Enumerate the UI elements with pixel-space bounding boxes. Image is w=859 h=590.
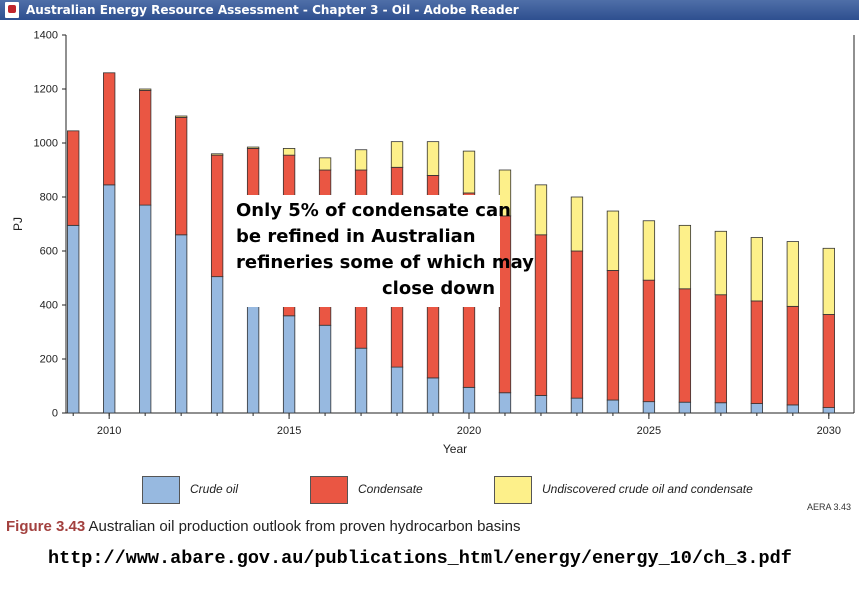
legend-label-crude-oil: Crude oil — [190, 482, 239, 496]
bar-segment-condensate — [174, 116, 188, 236]
bar-segment-crude-oil — [714, 402, 728, 414]
bar-segment-crude-oil — [678, 401, 692, 414]
bar-segment-condensate — [606, 270, 620, 401]
bar-segment-crude-oil — [822, 407, 835, 414]
annotation-line-1: Only 5% of condensate can — [236, 200, 511, 221]
bar-segment-undiscovered — [318, 157, 332, 171]
x-tick-label: 2010 — [97, 425, 121, 437]
bar-segment-crude-oil — [570, 397, 584, 414]
bar-segment-undiscovered — [139, 88, 152, 91]
y-tick-label: 200 — [40, 354, 58, 366]
y-tick-label: 400 — [40, 300, 58, 312]
x-tick-label: 2030 — [817, 425, 841, 437]
bar-segment-condensate — [210, 154, 224, 278]
bar-segment-undiscovered — [210, 153, 224, 156]
bar-segment-undiscovered — [570, 196, 584, 252]
legend-swatch-condensate — [310, 476, 348, 504]
legend-swatch-undiscovered — [494, 476, 532, 504]
bar-segment-undiscovered — [426, 141, 440, 176]
x-axis-title: Year — [443, 442, 467, 456]
bar-segment-undiscovered — [498, 169, 512, 217]
y-tick-label: 1200 — [34, 84, 58, 96]
y-tick-label: 1000 — [34, 138, 58, 150]
bar-segment-undiscovered — [354, 149, 368, 171]
bar-segment-condensate — [139, 89, 152, 206]
bar-segment-condensate — [67, 130, 80, 226]
bar-segment-undiscovered — [462, 150, 476, 194]
x-tick-label: 2020 — [457, 425, 481, 437]
bar-segment-undiscovered — [282, 147, 296, 156]
window-title-bar[interactable]: Australian Energy Resource Assessment - … — [0, 0, 859, 20]
figure-caption: Figure 3.43 Australian oil production ou… — [6, 518, 520, 535]
chart-annotation: Only 5% of condensate can be refined in … — [230, 195, 534, 307]
bar-segment-undiscovered — [606, 210, 620, 271]
bar-segment-undiscovered — [642, 220, 656, 281]
y-tick-label: 600 — [40, 246, 58, 258]
bar-segment-condensate — [714, 294, 728, 404]
bar-segment-undiscovered — [174, 115, 188, 118]
x-tick-label: 2015 — [277, 425, 301, 437]
bar-segment-crude-oil — [318, 324, 332, 414]
bar-segment-undiscovered — [678, 224, 692, 290]
figure-number: Figure 3.43 — [6, 518, 86, 535]
bar-segment-condensate — [498, 215, 512, 394]
bar-segment-undiscovered — [786, 241, 799, 307]
y-tick-label: 800 — [40, 192, 58, 204]
bar-segment-crude-oil — [103, 184, 116, 414]
bar-segment-crude-oil — [390, 366, 404, 414]
bar-segment-condensate — [822, 314, 835, 409]
bar-segment-crude-oil — [498, 392, 512, 414]
bar-segment-undiscovered — [822, 247, 835, 315]
bar-segment-crude-oil — [174, 234, 188, 414]
bar-segment-condensate — [786, 305, 799, 406]
bar-segment-crude-oil — [606, 399, 620, 414]
source-code: AERA 3.43 — [806, 502, 851, 512]
annotation-line-4: close down — [382, 278, 496, 299]
bar-segment-crude-oil — [282, 315, 296, 414]
y-tick-label: 1400 — [34, 30, 58, 42]
bar-segment-condensate — [534, 234, 548, 396]
source-url[interactable]: http://www.abare.gov.au/publications_htm… — [48, 548, 792, 569]
legend-swatch-crude-oil — [142, 476, 180, 504]
bar-segment-condensate — [750, 300, 763, 404]
y-tick-label: 0 — [52, 408, 58, 420]
bar-segment-undiscovered — [390, 141, 404, 168]
bar-segment-condensate — [678, 288, 692, 403]
bar-segment-undiscovered — [534, 184, 548, 236]
legend-label-undiscovered: Undiscovered crude oil and condensate — [542, 482, 753, 496]
bar-segment-condensate — [103, 72, 116, 186]
bar-segment-crude-oil — [210, 276, 224, 414]
bar-segment-crude-oil — [750, 403, 763, 414]
bar-segment-crude-oil — [642, 401, 656, 414]
bar-segment-crude-oil — [139, 204, 152, 414]
pdf-reader-icon — [5, 2, 19, 18]
bar-segment-crude-oil — [426, 377, 440, 414]
y-axis-title: PJ — [11, 217, 25, 231]
x-tick-label: 2025 — [637, 425, 661, 437]
bar-segment-undiscovered — [246, 146, 260, 149]
bar-segment-undiscovered — [750, 237, 763, 302]
bar-segment-crude-oil — [786, 404, 799, 414]
window-title: Australian Energy Resource Assessment - … — [26, 3, 519, 17]
annotation-line-3: refineries some of which may — [236, 252, 534, 273]
bar-segment-crude-oil — [67, 224, 80, 414]
bar-segment-crude-oil — [462, 386, 476, 414]
bar-segment-crude-oil — [246, 305, 260, 414]
bar-segment-condensate — [642, 279, 656, 403]
bar-segment-condensate — [570, 250, 584, 399]
bar-segment-crude-oil — [354, 347, 368, 414]
bar-segment-crude-oil — [534, 395, 548, 414]
legend-label-condensate: Condensate — [358, 482, 423, 496]
bar-segment-undiscovered — [714, 230, 728, 296]
annotation-line-2: be refined in Australian — [236, 226, 476, 247]
figure-caption-text: Australian oil production outlook from p… — [85, 518, 521, 535]
